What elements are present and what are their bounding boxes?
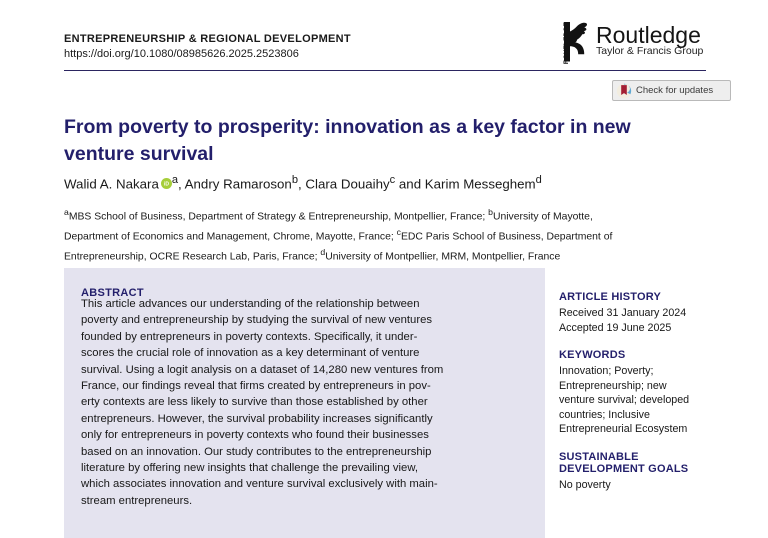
svg-text:iD: iD	[164, 182, 169, 188]
svg-text:Taylor & Francis Group: Taylor & Francis Group	[596, 45, 704, 57]
